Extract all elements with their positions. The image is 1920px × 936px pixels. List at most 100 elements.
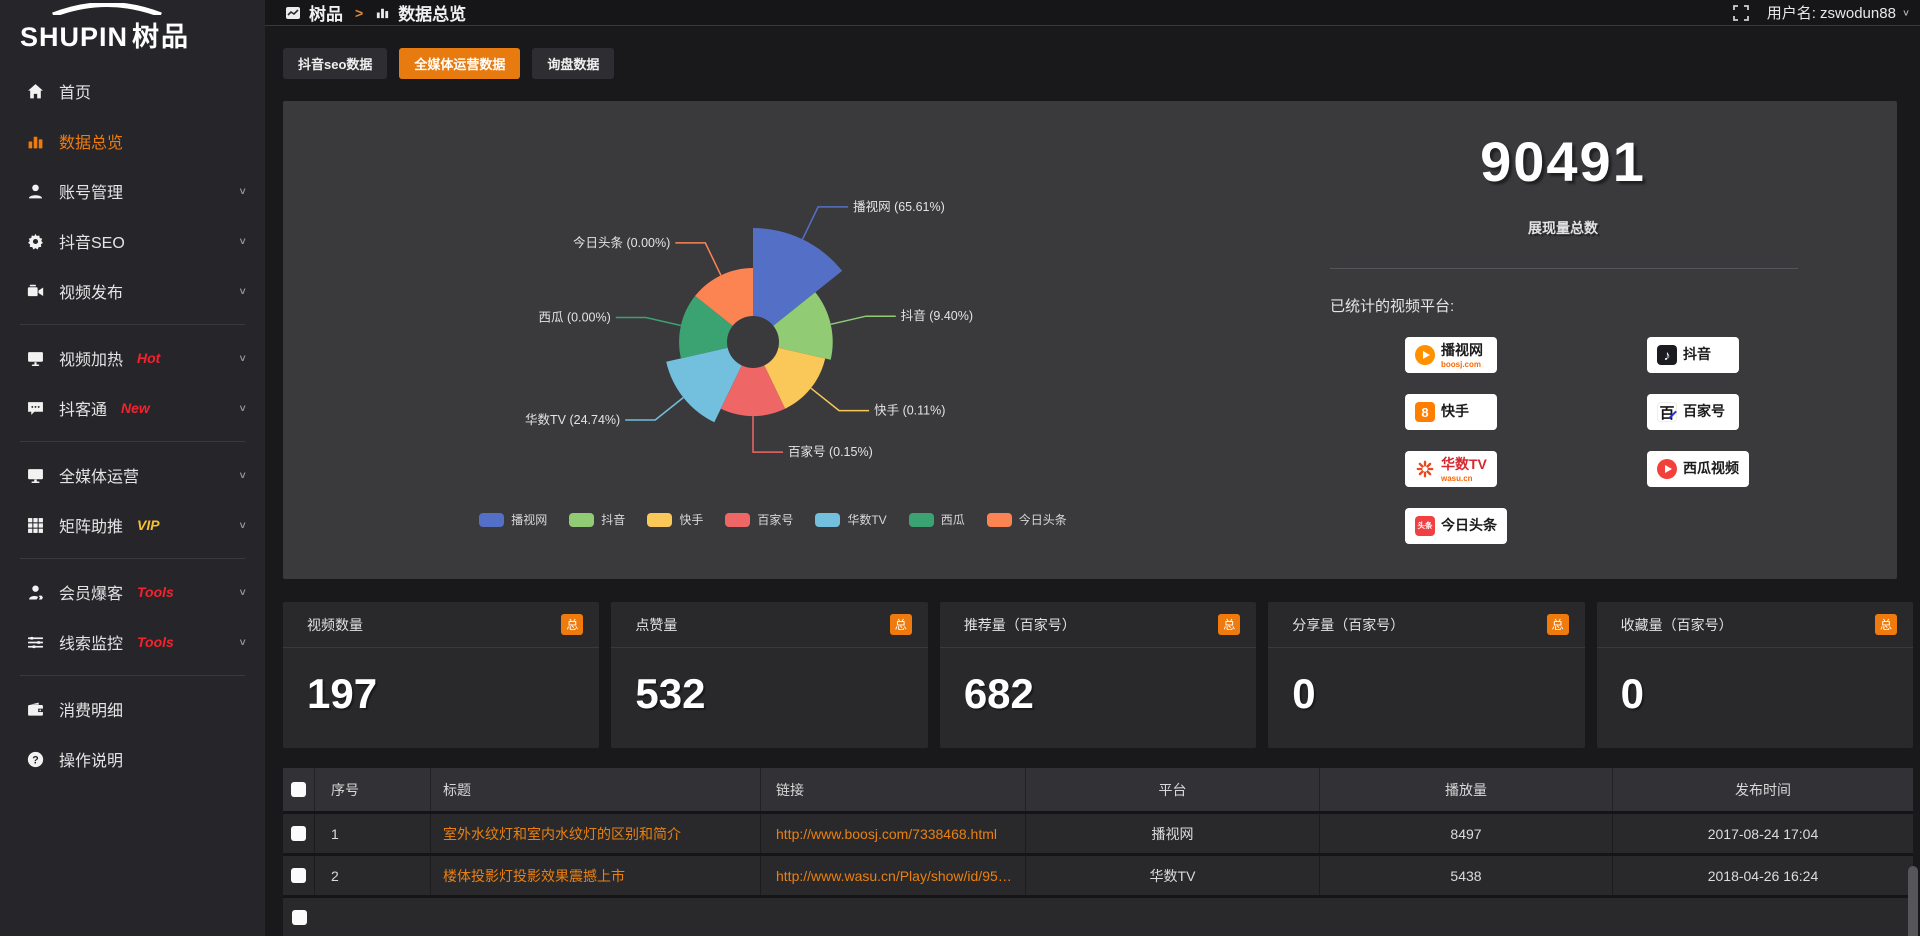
sidebar-item-账号管理[interactable]: 账号管理 ∨	[0, 166, 265, 216]
legend-swatch	[479, 512, 505, 527]
cell-index: 2	[315, 856, 431, 895]
sidebar-item-线索监控[interactable]: 线索监控 Tools ∨	[0, 617, 265, 667]
select-all-checkbox[interactable]	[291, 782, 306, 797]
video-title-link[interactable]: 楼体投影灯投影效果震撼上市	[443, 867, 625, 884]
sidebar: SHUPIN 树品 首页 数据总览 账号管理 ∨ 抖音SEO ∨ 视频发布 ∨ 视频加热 Hot ∨ 抖…	[0, 0, 265, 936]
stat-card-分享量（百家号）: 分享量（百家号） 总 0	[1268, 602, 1585, 748]
breadcrumb-page: 数据总览	[398, 5, 467, 24]
legend-swatch	[986, 512, 1012, 527]
platform-badge-快手[interactable]: 8 快手	[1405, 394, 1497, 430]
tab-抖音seo数据[interactable]: 抖音seo数据	[283, 48, 388, 79]
sidebar-item-数据总览[interactable]: 数据总览	[0, 116, 265, 166]
video-publish-icon	[26, 282, 44, 300]
今日头条-logo-icon: 头条	[1415, 516, 1435, 536]
legend-label: 今日头条	[1018, 513, 1067, 527]
scrollbar-thumb[interactable]	[1908, 866, 1918, 936]
sidebar-item-消费明细[interactable]: 消费明细	[0, 684, 265, 734]
total-impressions-value: 90491	[1480, 130, 1646, 193]
pie-label-百家号: 百家号 (0.15%)	[788, 444, 873, 459]
total-badge[interactable]: 总	[889, 614, 912, 635]
legend-item-播视网[interactable]: 播视网	[479, 511, 547, 528]
total-badge[interactable]: 总	[1218, 614, 1241, 635]
legend-item-百家号[interactable]: 百家号	[725, 511, 793, 528]
pie-label-line-百家号	[752, 416, 783, 453]
platform-badge-华数TV[interactable]: 华数TV wasu.cn	[1405, 451, 1497, 487]
total-badge[interactable]: 总	[561, 614, 584, 635]
username: 用户名: zswodun88	[1766, 5, 1896, 22]
select-all-cell	[283, 768, 315, 811]
row-checkbox[interactable]	[291, 868, 306, 883]
pie-slice-播视网[interactable]	[753, 228, 843, 342]
video-url-link[interactable]: http://www.wasu.cn/Play/show/id/952...	[776, 867, 1013, 884]
legend-item-抖音[interactable]: 抖音	[569, 511, 625, 528]
sidebar-item-抖客通[interactable]: 抖客通 New ∨	[0, 383, 265, 433]
chevron-down-icon: ∨	[238, 235, 247, 247]
total-badge[interactable]: 总	[1546, 614, 1569, 635]
total-impressions-label: 展现量总数	[1528, 220, 1598, 236]
sidebar-item-视频加热[interactable]: 视频加热 Hot ∨	[0, 333, 265, 383]
sidebar-item-抖音SEO[interactable]: 抖音SEO ∨	[0, 216, 265, 266]
platform-name: 百家号	[1683, 403, 1725, 419]
total-badge[interactable]: 总	[1875, 614, 1898, 635]
sidebar-item-label: 账号管理	[59, 185, 124, 202]
platform-badge-百家号[interactable]: 百百家号	[1647, 394, 1739, 430]
legend-swatch	[815, 512, 841, 527]
tab-全媒体运营数据[interactable]: 全媒体运营数据	[399, 48, 521, 79]
breadcrumb-app[interactable]: 树品	[309, 5, 343, 24]
user-menu[interactable]: 用户名: zswodun88 ∨	[1767, 2, 1910, 23]
legend-item-西瓜[interactable]: 西瓜	[908, 511, 965, 528]
chevron-down-icon: ∨	[238, 185, 247, 197]
legend-item-快手[interactable]: 快手	[647, 511, 703, 528]
legend-swatch	[569, 512, 595, 527]
video-url-link[interactable]: http://www.boosj.com/7338468.html	[776, 825, 998, 842]
row-checkbox[interactable]	[291, 910, 307, 925]
sidebar-badge-Tools: Tools	[137, 584, 174, 600]
pie-label-line-抖音	[830, 315, 896, 326]
table-row: 1 室外水纹灯和室内水纹灯的区别和简介 http://www.boosj.com…	[283, 814, 1913, 856]
sidebar-divider	[20, 324, 245, 325]
stat-card-label: 分享量（百家号）	[1292, 616, 1405, 633]
sidebar-item-label: 抖音SEO	[59, 235, 125, 252]
stat-card-value: 682	[963, 670, 1034, 717]
sidebar-item-label: 数据总览	[59, 135, 124, 152]
stat-card-收藏量（百家号）: 收藏量（百家号） 总 0	[1596, 602, 1914, 748]
pie-slice-华数TV[interactable]	[666, 342, 753, 423]
sidebar-item-会员爆客[interactable]: 会员爆客 Tools ∨	[0, 567, 265, 617]
sidebar-item-首页[interactable]: 首页	[0, 66, 265, 116]
sidebar-badge-Hot: Hot	[137, 350, 161, 366]
logo[interactable]: SHUPIN 树品	[0, 0, 265, 58]
platform-name: 西瓜视频	[1683, 460, 1739, 476]
sidebar-divider	[20, 675, 245, 676]
sidebar-item-label: 线索监控	[59, 636, 124, 653]
fullscreen-icon[interactable]	[1732, 4, 1749, 21]
video-title-link[interactable]: 室外水纹灯和室内水纹灯的区别和简介	[443, 825, 681, 842]
platform-badge-西瓜视频[interactable]: 西瓜视频	[1647, 451, 1749, 487]
pie-label-line-播视网	[801, 206, 849, 240]
platform-badge-今日头条[interactable]: 头条 今日头条	[1405, 508, 1507, 544]
stat-cards: 视频数量 总 197 点赞量 总 532 推荐量（百家号） 总 682 分享量（…	[283, 602, 1914, 748]
row-checkbox[interactable]	[291, 826, 306, 841]
chevron-down-icon: ∨	[238, 285, 247, 297]
data-tabs: 抖音seo数据 全媒体运营数据 询盘数据	[283, 48, 1913, 79]
chevron-down-icon: ∨	[238, 402, 247, 414]
sidebar-item-矩阵助推[interactable]: 矩阵助推 VIP ∨	[0, 500, 265, 550]
legend-item-华数TV[interactable]: 华数TV	[815, 511, 887, 528]
legend-label: 华数TV	[847, 513, 887, 527]
platform-badge-抖音[interactable]: ♪ 抖音	[1647, 337, 1739, 373]
logo-text-en: SHUPIN	[20, 21, 129, 52]
sidebar-item-视频发布[interactable]: 视频发布 ∨	[0, 266, 265, 316]
legend-item-今日头条[interactable]: 今日头条	[986, 511, 1067, 528]
breadcrumb: 树品 > 数据总览	[285, 0, 466, 25]
chevron-down-icon: ∨	[238, 352, 247, 364]
pie-hole	[727, 316, 779, 368]
legend-swatch	[725, 512, 751, 527]
sidebar-item-全媒体运营[interactable]: 全媒体运营 ∨	[0, 450, 265, 500]
tab-询盘数据[interactable]: 询盘数据	[532, 48, 615, 79]
pie-slice-百家号[interactable]	[720, 342, 786, 417]
platform-badge-播视网[interactable]: 播视网 boosj.com	[1405, 337, 1497, 373]
stat-card-label: 视频数量	[307, 616, 363, 633]
pie-label-line-西瓜	[615, 316, 682, 327]
sidebar-item-操作说明[interactable]: ? 操作说明	[0, 734, 265, 784]
pie-label-抖音: 抖音 (9.40%)	[901, 308, 973, 323]
sidebar-item-label: 首页	[59, 85, 92, 102]
